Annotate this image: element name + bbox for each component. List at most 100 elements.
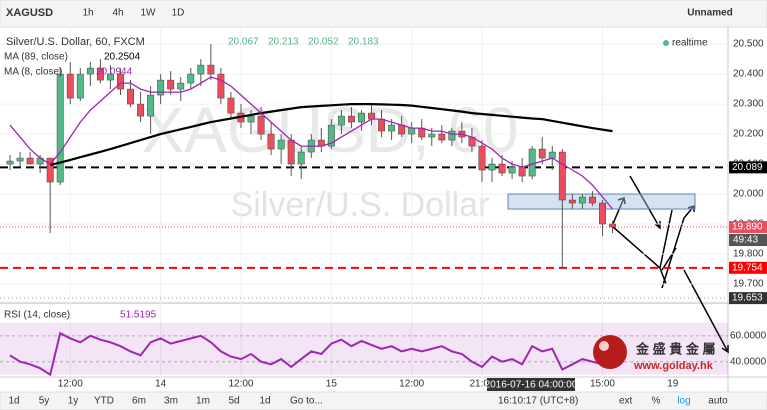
scale-option[interactable]: % <box>652 396 661 407</box>
level-label-box <box>729 261 767 274</box>
crosshair-label: 2016-07-16 04:00:00 <box>485 380 578 391</box>
candle-body <box>609 223 616 228</box>
interval-button[interactable]: 1h <box>82 8 93 19</box>
moving-average <box>49 103 613 167</box>
candle-body <box>167 79 175 90</box>
candle-body <box>448 130 456 141</box>
layout-name[interactable]: Unnamed <box>687 8 733 19</box>
candle-body <box>207 64 215 75</box>
interval-button[interactable]: 4h <box>112 8 123 19</box>
candle-body <box>488 163 496 171</box>
range-button[interactable]: YTD <box>94 396 114 407</box>
candle-body <box>257 115 265 135</box>
candle-body <box>127 88 134 105</box>
y-tick-label: 19.700 <box>733 279 764 290</box>
candle-body <box>157 79 165 96</box>
candle-body <box>197 64 205 75</box>
candle-body <box>217 73 225 99</box>
candle-body <box>378 118 386 132</box>
range-button[interactable]: 1d <box>259 396 270 407</box>
candle-body <box>498 163 506 174</box>
candle-body <box>277 139 285 150</box>
scale-option[interactable]: log <box>677 396 690 407</box>
candle-body <box>408 127 416 135</box>
clock: 16:10:17 (UTC+8) <box>498 396 578 407</box>
indicator-value: 20.0944 <box>96 67 133 78</box>
price-label-box <box>729 221 767 234</box>
range-button[interactable]: 5d <box>228 396 239 407</box>
x-tick-label: 12:00 <box>228 379 253 390</box>
candle-body <box>548 151 556 159</box>
candle-body <box>26 157 34 165</box>
candle-body <box>538 148 546 159</box>
ext-button[interactable]: ext <box>619 396 633 407</box>
candle-body <box>247 115 255 123</box>
candle-body <box>227 97 235 114</box>
moving-average <box>9 76 613 210</box>
candle-body <box>558 151 566 201</box>
candle-body <box>388 124 396 132</box>
watermark: Silver/U.S. Dollar <box>231 186 490 224</box>
range-button[interactable]: 5y <box>39 396 50 407</box>
countdown: 49:43 <box>733 235 758 246</box>
range-button[interactable]: 1m <box>196 396 210 407</box>
candle-body <box>287 139 295 165</box>
candle-body <box>96 67 104 81</box>
candle-body <box>347 115 355 123</box>
y-tick-label: 20.200 <box>733 129 764 140</box>
x-tick-label: 14 <box>155 379 167 390</box>
symbol[interactable]: XAGUSD <box>6 7 53 19</box>
rsi-title: RSI (14, close) <box>4 310 70 321</box>
goto-button[interactable]: Go to... <box>290 396 323 407</box>
logo-ball <box>593 335 627 369</box>
y-tick-label: 19.800 <box>733 249 764 260</box>
interval-button[interactable]: 1D <box>172 8 185 19</box>
drawn-arrows <box>611 175 729 354</box>
logo-url: www.golday.hk <box>633 360 714 372</box>
candle-body <box>267 133 275 150</box>
x-tick-label: 21:00 <box>469 379 494 390</box>
candle-body <box>46 157 54 183</box>
candle-body <box>297 151 305 165</box>
candle-body <box>56 73 64 183</box>
range-button[interactable]: 3m <box>164 396 178 407</box>
low-marker-label: 19.653 <box>732 293 763 304</box>
candle-body <box>16 157 24 162</box>
range-button[interactable]: 1y <box>68 396 79 407</box>
crosshair-box <box>487 378 575 391</box>
candle-body <box>137 103 145 117</box>
y-tick-label: 20.300 <box>733 99 764 110</box>
candle-body <box>358 112 365 123</box>
x-tick-label: 19 <box>667 379 679 390</box>
interval-button[interactable]: 1W <box>141 8 157 19</box>
candle-body <box>368 112 375 120</box>
price-label: 19.890 <box>732 222 763 233</box>
y-tick-label: 20.000 <box>733 189 764 200</box>
level-label-box <box>729 161 767 174</box>
candle-body <box>6 160 14 165</box>
candle-body <box>528 148 536 177</box>
range-button[interactable]: 6m <box>132 396 146 407</box>
rsi-line <box>9 331 613 377</box>
scale-option[interactable]: auto <box>708 396 728 407</box>
indicator-name: MA (8, close) <box>4 67 62 78</box>
candle-body <box>177 82 185 90</box>
range-button[interactable]: 1d <box>8 396 19 407</box>
candle-body <box>106 73 114 81</box>
candle-body <box>66 73 74 99</box>
level-label: 19.754 <box>732 262 763 273</box>
candle-body <box>568 199 576 204</box>
candle-body <box>518 166 526 177</box>
logo-name: 金 盛 貴 金 屬 <box>635 341 715 356</box>
y-tick-label: 20.500 <box>733 39 764 50</box>
x-tick-label: 15:00 <box>590 379 615 390</box>
candle-body <box>76 73 84 99</box>
toolbar <box>0 0 767 28</box>
x-tick-label: 12:00 <box>58 379 83 390</box>
candle-body <box>117 73 124 90</box>
candle-body <box>187 73 195 84</box>
footer-bar <box>0 391 767 410</box>
x-tick-label: 15 <box>326 379 338 390</box>
rsi-value: 51.5195 <box>120 310 157 321</box>
